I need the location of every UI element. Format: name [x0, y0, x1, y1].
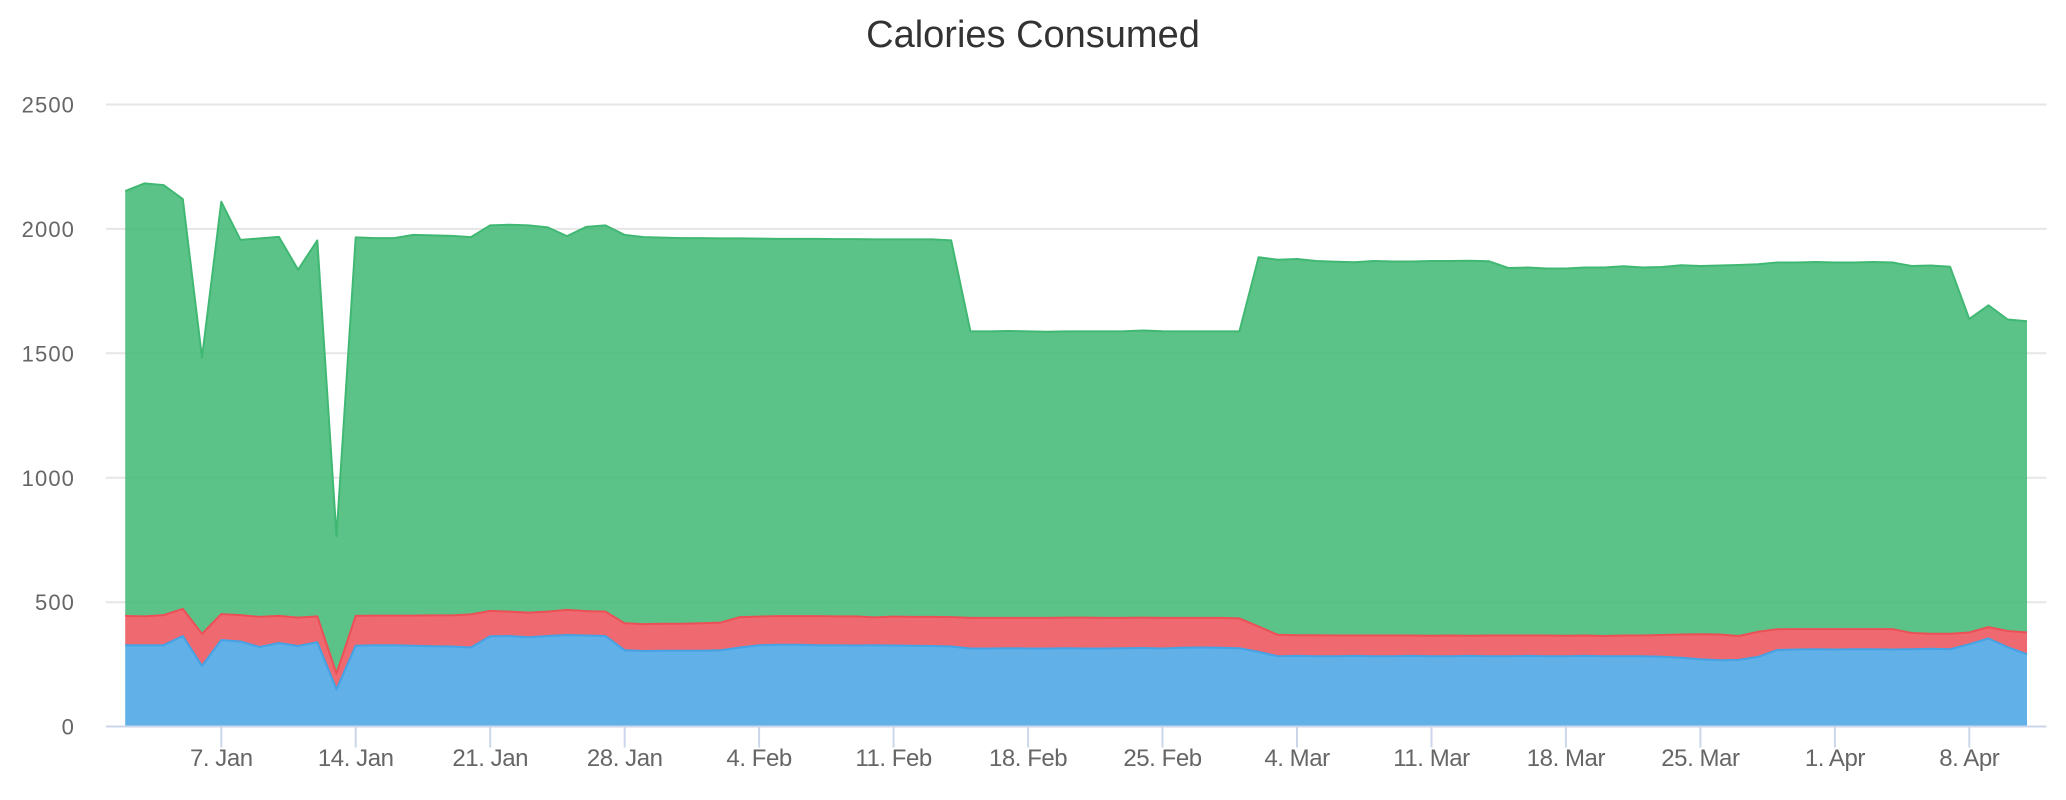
svg-text:1500: 1500 [22, 341, 75, 366]
svg-text:8. Apr: 8. Apr [1939, 745, 1999, 772]
svg-text:18. Mar: 18. Mar [1527, 745, 1606, 772]
svg-text:28. Jan: 28. Jan [587, 745, 663, 772]
svg-text:25. Mar: 25. Mar [1661, 745, 1740, 772]
svg-text:4. Feb: 4. Feb [726, 745, 791, 772]
svg-text:1. Apr: 1. Apr [1805, 745, 1865, 772]
svg-text:Calories Consumed: Calories Consumed [866, 14, 1200, 56]
svg-text:11. Mar: 11. Mar [1393, 745, 1470, 772]
svg-text:11. Feb: 11. Feb [855, 745, 932, 772]
svg-text:14. Jan: 14. Jan [318, 745, 394, 772]
svg-text:1000: 1000 [22, 466, 75, 491]
svg-text:4. Mar: 4. Mar [1264, 745, 1330, 772]
svg-text:21. Jan: 21. Jan [452, 745, 528, 772]
svg-text:25. Feb: 25. Feb [1123, 745, 1201, 772]
svg-text:18. Feb: 18. Feb [989, 745, 1067, 772]
svg-text:2500: 2500 [22, 93, 75, 118]
svg-text:2000: 2000 [22, 217, 75, 242]
svg-text:500: 500 [35, 590, 75, 615]
svg-text:0: 0 [62, 715, 75, 740]
svg-text:7. Jan: 7. Jan [190, 745, 253, 772]
